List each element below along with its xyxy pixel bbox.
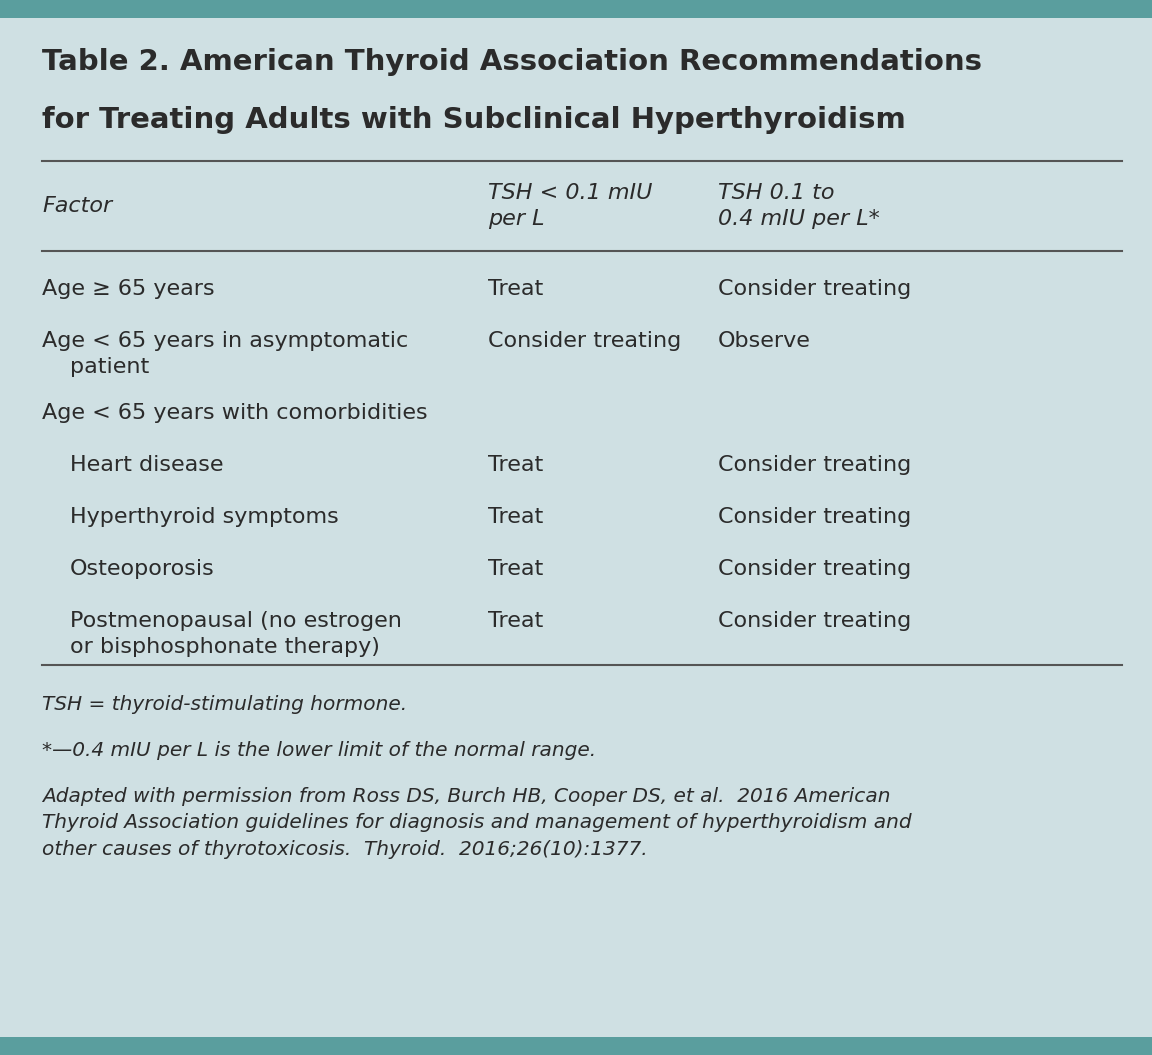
Bar bbox=[0, 0, 1152, 18]
Text: Consider treating: Consider treating bbox=[488, 331, 681, 351]
Text: Adapted with permission from Ross DS, Burch HB, Cooper DS, et al.  2016 American: Adapted with permission from Ross DS, Bu… bbox=[41, 787, 911, 859]
Text: or bisphosphonate therapy): or bisphosphonate therapy) bbox=[70, 637, 380, 657]
Text: Table 2. American Thyroid Association Recommendations: Table 2. American Thyroid Association Re… bbox=[41, 47, 982, 76]
Text: TSH < 0.1 mIU: TSH < 0.1 mIU bbox=[488, 183, 652, 203]
Text: patient: patient bbox=[70, 357, 150, 377]
Text: Age < 65 years with comorbidities: Age < 65 years with comorbidities bbox=[41, 403, 427, 423]
Text: per L: per L bbox=[488, 209, 545, 229]
Text: Treat: Treat bbox=[488, 279, 544, 299]
Text: TSH 0.1 to: TSH 0.1 to bbox=[718, 183, 834, 203]
Text: Osteoporosis: Osteoporosis bbox=[70, 559, 214, 579]
Text: Consider treating: Consider treating bbox=[718, 507, 911, 528]
Text: Consider treating: Consider treating bbox=[718, 455, 911, 475]
Text: Age < 65 years in asymptomatic: Age < 65 years in asymptomatic bbox=[41, 331, 408, 351]
Text: Treat: Treat bbox=[488, 455, 544, 475]
Text: for Treating Adults with Subclinical Hyperthyroidism: for Treating Adults with Subclinical Hyp… bbox=[41, 106, 905, 134]
Text: Postmenopausal (no estrogen: Postmenopausal (no estrogen bbox=[70, 611, 402, 631]
Text: Observe: Observe bbox=[718, 331, 811, 351]
Text: Treat: Treat bbox=[488, 611, 544, 631]
Text: Hyperthyroid symptoms: Hyperthyroid symptoms bbox=[70, 507, 339, 528]
Text: *—0.4 mIU per L is the lower limit of the normal range.: *—0.4 mIU per L is the lower limit of th… bbox=[41, 741, 596, 760]
Bar bbox=[0, 1037, 1152, 1055]
Text: TSH = thyroid-stimulating hormone.: TSH = thyroid-stimulating hormone. bbox=[41, 695, 407, 714]
Text: Factor: Factor bbox=[41, 196, 112, 216]
Text: 0.4 mIU per L*: 0.4 mIU per L* bbox=[718, 209, 880, 229]
Text: Heart disease: Heart disease bbox=[70, 455, 223, 475]
Text: Treat: Treat bbox=[488, 507, 544, 528]
Text: Consider treating: Consider treating bbox=[718, 611, 911, 631]
Text: Treat: Treat bbox=[488, 559, 544, 579]
Text: Consider treating: Consider treating bbox=[718, 559, 911, 579]
Text: Consider treating: Consider treating bbox=[718, 279, 911, 299]
Text: Age ≥ 65 years: Age ≥ 65 years bbox=[41, 279, 214, 299]
